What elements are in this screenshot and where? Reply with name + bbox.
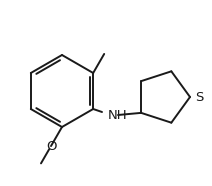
Text: S: S: [195, 91, 203, 103]
Text: NH: NH: [108, 108, 128, 121]
Text: O: O: [46, 140, 56, 153]
